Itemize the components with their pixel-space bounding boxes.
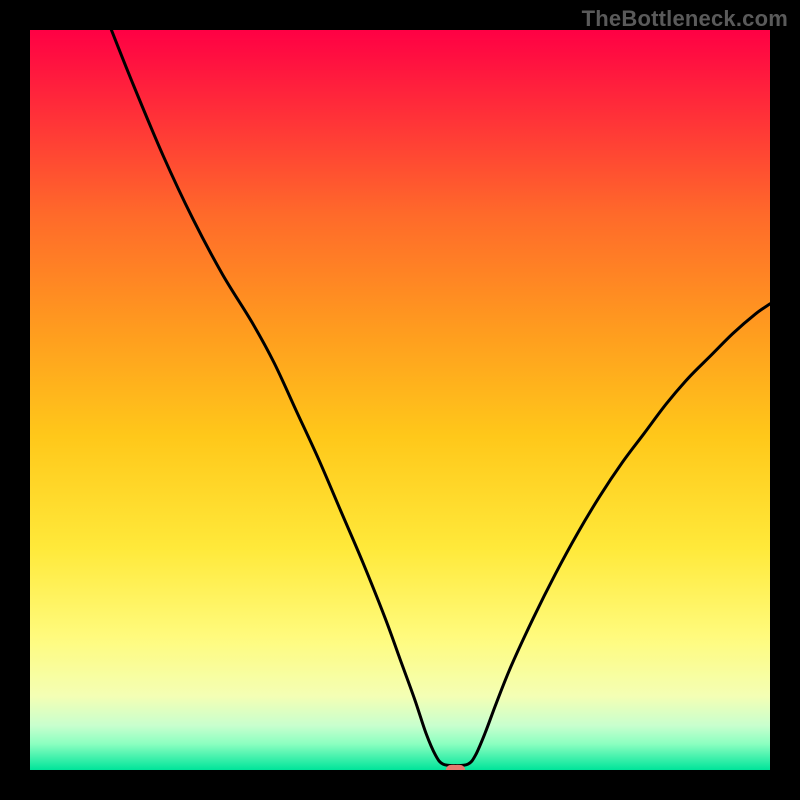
plot-svg — [30, 30, 770, 770]
min-marker — [446, 765, 465, 770]
plot-area — [30, 30, 770, 770]
chart-frame: TheBottleneck.com — [0, 0, 800, 800]
watermark-text: TheBottleneck.com — [582, 6, 788, 32]
